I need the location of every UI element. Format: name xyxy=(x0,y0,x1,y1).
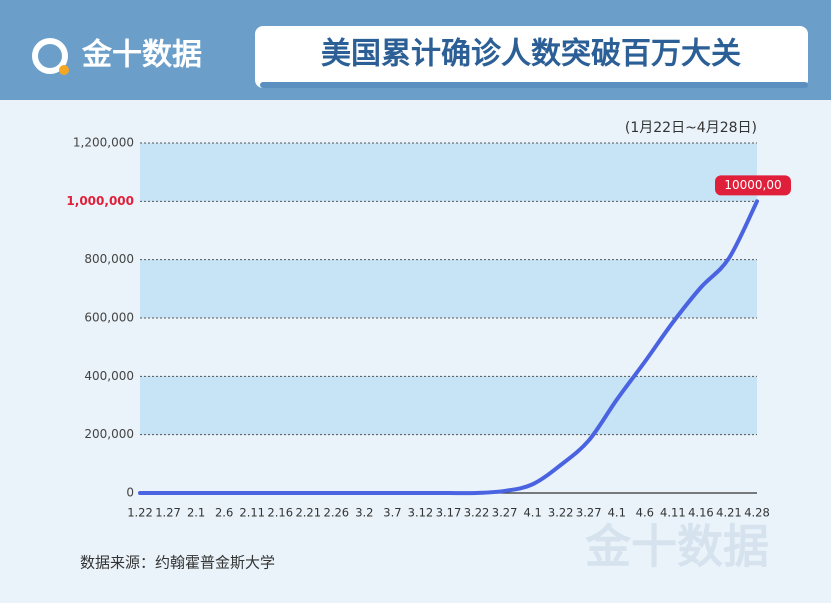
logo-icon xyxy=(32,38,68,74)
x-tick-label: 3.17 xyxy=(436,506,462,520)
x-tick-label: 4.21 xyxy=(716,506,742,520)
x-tick-label: 4.6 xyxy=(636,506,654,520)
x-tick-label: 2.11 xyxy=(239,506,265,520)
x-tick-label: 3.27 xyxy=(492,506,518,520)
y-tick-label: 400,000 xyxy=(84,369,134,383)
source: 数据来源：约翰霍普金斯大学 xyxy=(80,554,275,572)
value-label-bg xyxy=(715,175,791,196)
y-tick-label: 1,000,000 xyxy=(66,194,134,208)
x-tick-label: 2.16 xyxy=(267,506,293,520)
y-tick-label: 1,200,000 xyxy=(73,136,134,150)
line xyxy=(138,199,759,496)
y-tick-label: 0 xyxy=(126,486,134,500)
y-tick-label: 600,000 xyxy=(84,311,134,325)
x-tick-label: 1.27 xyxy=(155,506,181,520)
band xyxy=(140,259,757,318)
y-tick-label: 200,000 xyxy=(84,427,134,441)
x-tick-label: 3.12 xyxy=(408,506,434,520)
x-tick-label: 4.1 xyxy=(608,506,626,520)
title-underline xyxy=(260,82,808,88)
x-tick-label: 3.22 xyxy=(548,506,574,520)
x-tick-label: 2.26 xyxy=(324,506,350,520)
chart-title: 美国累计确诊人数突破百万大关 xyxy=(321,37,741,72)
title-box xyxy=(255,26,808,88)
x-tick-label: 3.2 xyxy=(355,506,373,520)
x-tick-label: 2.6 xyxy=(215,506,233,520)
x-tick-label: 3.7 xyxy=(383,506,401,520)
x-tick-label: 2.21 xyxy=(295,506,321,520)
band xyxy=(140,376,757,435)
x-tick-label: 3.22 xyxy=(464,506,490,520)
x-tick-label: 4.1 xyxy=(523,506,541,520)
chart-subtitle: (1月22日~4月28日) xyxy=(625,120,757,136)
plot: 0 200,000 400,000 600,000 800,000 1,000,000 1,… xyxy=(66,136,791,520)
x-tick-label: 2.1 xyxy=(187,506,205,520)
y-tick-label: 800,000 xyxy=(84,252,134,266)
x-tick-label: 3.27 xyxy=(576,506,602,520)
x-tick-label: 1.22 xyxy=(127,506,153,520)
logo-dot xyxy=(59,65,69,75)
watermark: 金十数据 xyxy=(584,520,769,574)
band xyxy=(140,143,757,202)
x-tick-label: 4.28 xyxy=(744,506,770,520)
brand: 金十数据 xyxy=(81,38,202,73)
value-label: 10000,00 xyxy=(724,178,781,192)
x-tick-label: 4.16 xyxy=(688,506,714,520)
x-tick-label: 4.11 xyxy=(660,506,686,520)
